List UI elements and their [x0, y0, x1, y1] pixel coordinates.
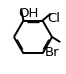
- Text: Br: Br: [45, 46, 60, 59]
- Text: OH: OH: [18, 7, 38, 20]
- Text: Cl: Cl: [48, 12, 61, 25]
